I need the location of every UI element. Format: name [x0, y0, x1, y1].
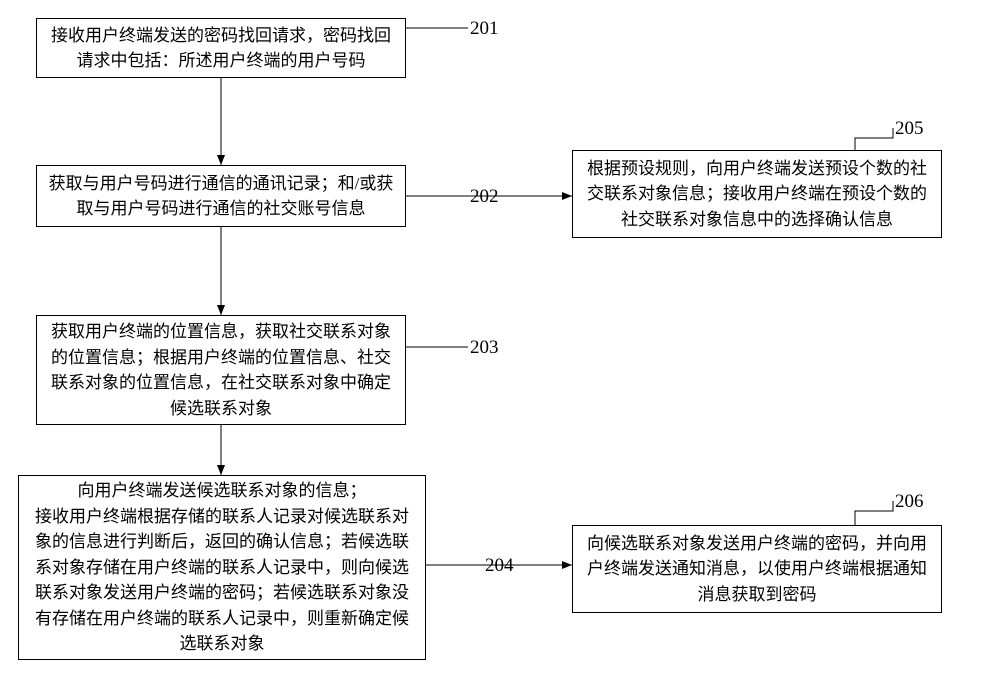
label-202: 202 [470, 186, 499, 208]
step-206-box: 向候选联系对象发送用户终端的密码，并向用户终端发送通知消息，以使用户终端根据通知… [572, 525, 942, 613]
step-205-box: 根据预设规则，向用户终端发送预设个数的社交联系对象信息；接收用户终端在预设个数的… [572, 150, 942, 238]
step-202-text: 获取与用户号码进行通信的通讯记录；和/或获取与用户号码进行通信的社交账号信息 [47, 171, 395, 222]
step-204-text: 向用户终端发送候选联系对象的信息； 接收用户终端根据存储的联系人记录对候选联系对… [29, 478, 415, 657]
flowchart-canvas: 接收用户终端发送的密码找回请求，密码找回请求中包括：所述用户终端的用户号码 获取… [0, 0, 1000, 682]
step-205-text: 根据预设规则，向用户终端发送预设个数的社交联系对象信息；接收用户终端在预设个数的… [583, 156, 931, 233]
step-202-box: 获取与用户号码进行通信的通讯记录；和/或获取与用户号码进行通信的社交账号信息 [36, 165, 406, 227]
step-201-box: 接收用户终端发送的密码找回请求，密码找回请求中包括：所述用户终端的用户号码 [36, 18, 406, 78]
step-201-text: 接收用户终端发送的密码找回请求，密码找回请求中包括：所述用户终端的用户号码 [47, 23, 395, 74]
label-205: 205 [895, 118, 924, 140]
step-203-box: 获取用户终端的位置信息，获取社交联系对象的位置信息；根据用户终端的位置信息、社交… [36, 315, 406, 425]
label-201: 201 [470, 18, 499, 40]
label-203: 203 [470, 337, 499, 359]
step-203-text: 获取用户终端的位置信息，获取社交联系对象的位置信息；根据用户终端的位置信息、社交… [47, 319, 395, 421]
label-206: 206 [895, 491, 924, 513]
label-204: 204 [485, 555, 514, 577]
step-206-text: 向候选联系对象发送用户终端的密码，并向用户终端发送通知消息，以使用户终端根据通知… [583, 531, 931, 608]
step-204-box: 向用户终端发送候选联系对象的信息； 接收用户终端根据存储的联系人记录对候选联系对… [18, 475, 426, 660]
